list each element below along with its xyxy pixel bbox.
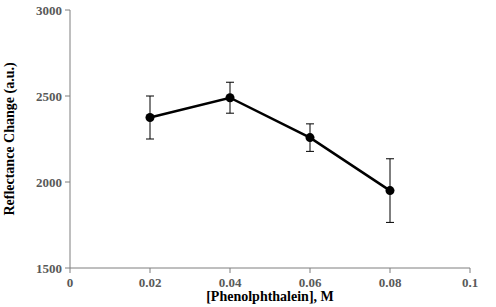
y-axis-label: Reflectance Change (a.u.) — [2, 62, 18, 216]
error-bar-cap — [146, 96, 154, 97]
error-bar-cap — [386, 222, 394, 223]
error-bar — [306, 124, 314, 152]
y-tick — [65, 182, 70, 183]
data-point — [386, 186, 395, 195]
x-tick-label: 0.02 — [139, 275, 162, 290]
data-point — [226, 93, 235, 102]
chart-svg: 1500 2000 2500 3000 0 0.02 0.04 0.06 0.08 0.1 [Phe… — [0, 0, 496, 307]
x-tick-label: 0.06 — [299, 275, 322, 290]
x-tick-label: 0.04 — [219, 275, 242, 290]
x-tick — [150, 268, 151, 273]
x-tick — [70, 268, 71, 273]
x-tick — [470, 268, 471, 273]
error-bar-cap — [226, 82, 234, 83]
data-point — [146, 113, 155, 122]
x-axis-line — [70, 268, 470, 269]
error-bar — [146, 96, 154, 139]
error-bar-cap — [306, 151, 314, 152]
y-tick — [65, 96, 70, 97]
y-tick-label: 1500 — [36, 261, 62, 276]
plot-area — [146, 82, 395, 222]
x-tick-label: 0 — [67, 275, 74, 290]
x-axis-label: [Phenolphthalein], M — [206, 289, 334, 304]
y-tick-label: 2000 — [36, 175, 62, 190]
error-bar — [226, 82, 234, 113]
x-tick — [310, 268, 311, 273]
x-tick-label: 0.1 — [462, 275, 478, 290]
error-bar-cap — [146, 139, 154, 140]
data-point — [306, 133, 315, 142]
error-bar — [386, 159, 394, 223]
chart-container: 1500 2000 2500 3000 0 0.02 0.04 0.06 0.08 0.1 [Phe… — [0, 0, 496, 307]
y-tick-label: 2500 — [36, 89, 62, 104]
data-line — [150, 98, 390, 191]
error-bar-cap — [306, 123, 314, 124]
y-axis-line — [70, 10, 71, 268]
x-tick — [390, 268, 391, 273]
error-bar-cap — [386, 158, 394, 159]
x-tick — [230, 268, 231, 273]
y-tick — [65, 10, 70, 11]
y-tick-label: 3000 — [36, 3, 62, 18]
error-bar-cap — [226, 113, 234, 114]
x-tick-label: 0.08 — [379, 275, 402, 290]
y-tick — [65, 268, 70, 269]
